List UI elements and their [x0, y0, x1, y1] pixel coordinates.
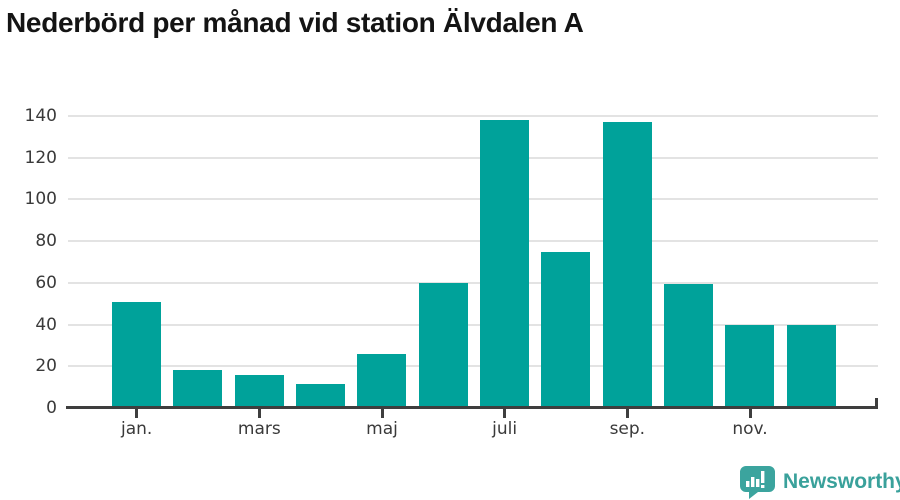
bar-april [296, 384, 346, 408]
bar-slot-okt. [658, 116, 719, 408]
newsworthy-logo-icon [739, 465, 776, 499]
x-axis-label: juli [492, 419, 518, 439]
x-axis-tick-nov. [748, 409, 752, 418]
y-axis-label: 60 [35, 272, 57, 293]
bar-juli [480, 120, 530, 408]
x-axis-label: jan. [120, 419, 153, 439]
chart-title: Nederbörd per månad vid station Älvdalen… [6, 7, 584, 38]
y-axis-label: 20 [35, 356, 57, 377]
x-axis-endcap [875, 398, 878, 409]
x-axis-tick-maj [380, 409, 384, 418]
bar-slot-maj [351, 116, 412, 408]
x-axis-label: maj [366, 419, 398, 439]
bar-slot-juli [474, 116, 535, 408]
x-axis-label: mars [237, 419, 281, 439]
x-axis-tick-mars [257, 409, 261, 418]
gridline-40 [68, 323, 878, 326]
y-axis-label: 80 [35, 231, 57, 252]
bar-slot-feb. [167, 116, 228, 408]
gridline-60 [68, 281, 878, 284]
plot-area [68, 115, 878, 408]
bar-feb. [173, 370, 223, 408]
y-axis-label: 40 [35, 314, 57, 335]
x-axis-label: sep. [609, 419, 646, 439]
x-axis-line [66, 406, 878, 409]
bar-series [68, 116, 878, 408]
gridline-80 [68, 240, 878, 243]
bar-aug. [541, 251, 591, 408]
bar-sep. [602, 122, 652, 408]
bar-slot-aug. [535, 116, 596, 408]
bar-slot-jan. [106, 116, 167, 408]
bar-slot-sep. [597, 116, 658, 408]
bar-mars [234, 374, 284, 408]
newsworthy-logo-text: Newsworthy [783, 470, 900, 493]
x-axis-tick-juli [503, 409, 507, 418]
bar-slot-april [290, 116, 351, 408]
bar-slot-mars [229, 116, 290, 408]
bar-slot-nov. [719, 116, 780, 408]
y-axis-label: 0 [46, 398, 57, 418]
x-axis-label: nov. [732, 419, 768, 439]
y-axis-label: 140 [24, 106, 57, 126]
x-axis-tick-sep. [625, 409, 629, 418]
bar-jan. [112, 301, 162, 408]
gridline-100 [68, 198, 878, 201]
newsworthy-logo: Newsworthy [739, 465, 900, 499]
x-axis-tick-jan. [135, 409, 139, 418]
bar-slot-dec. [781, 116, 842, 408]
gridline-140 [68, 115, 878, 117]
bar-juni [418, 282, 468, 408]
gridline-120 [68, 156, 878, 159]
bar-nov. [725, 324, 775, 408]
bar-slot-juni [413, 116, 474, 408]
gridline-20 [68, 365, 878, 368]
bar-maj [357, 353, 407, 408]
y-axis-label: 120 [24, 147, 57, 168]
bar-dec. [786, 324, 836, 408]
y-axis-label: 100 [24, 189, 57, 210]
bar-okt. [664, 283, 714, 408]
